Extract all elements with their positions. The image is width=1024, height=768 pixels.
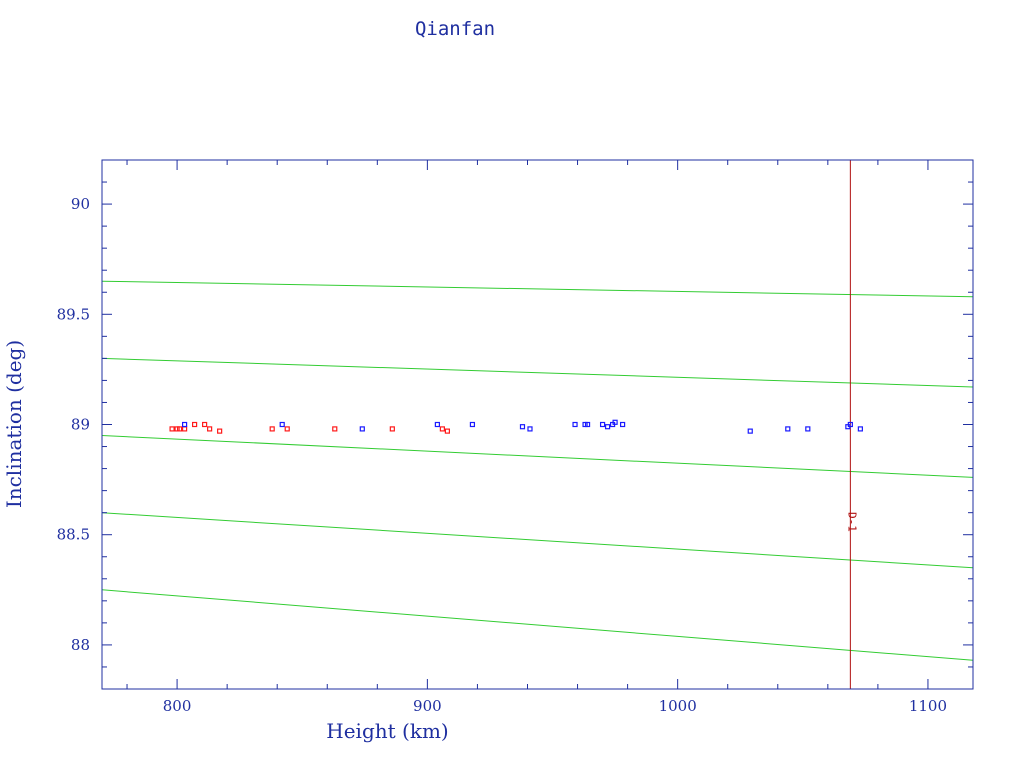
data-point-s2-20 <box>847 421 853 428</box>
data-point-s2-17 <box>785 426 791 432</box>
data-point-s1-12 <box>389 426 395 432</box>
curve-line-4 <box>102 512 973 569</box>
y-tick-label-90: 90 <box>71 195 90 213</box>
y-tick-label-89_5: 89.5 <box>57 305 90 323</box>
plot-frame <box>101 159 974 690</box>
data-point-s1-7 <box>207 426 213 432</box>
data-point-s2-1 <box>181 421 188 428</box>
data-point-s1-11 <box>332 426 338 432</box>
curve-line-1 <box>102 280 973 298</box>
data-point-s1-13 <box>439 426 445 432</box>
data-point-s2-14 <box>612 419 618 425</box>
data-point-s1-9 <box>269 426 275 432</box>
data-point-s2-8 <box>572 421 578 428</box>
x-tick-label-1100: 1100 <box>909 697 947 715</box>
data-point-s1-4 <box>181 426 188 432</box>
data-point-s2-15 <box>619 421 626 428</box>
data-point-s1-3 <box>176 426 183 432</box>
data-point-s2-5 <box>469 421 476 428</box>
curve-line-3 <box>102 435 973 478</box>
vertical-marker-label: D-1 <box>845 512 858 532</box>
data-point-s2-11 <box>599 421 606 428</box>
curve-line-5 <box>102 589 973 661</box>
data-point-s2-4 <box>434 421 440 428</box>
data-point-s1-10 <box>284 426 290 432</box>
y-tick-label-89: 89 <box>71 416 90 434</box>
data-point-s2-21 <box>857 426 863 432</box>
data-point-s1-8 <box>217 428 223 434</box>
data-point-s2-16 <box>747 428 753 434</box>
data-point-s2-18 <box>805 426 811 432</box>
y-tick-label-88: 88 <box>71 636 90 654</box>
data-point-s1-6 <box>202 421 208 428</box>
data-point-s1-1 <box>169 426 175 432</box>
data-point-s2-7 <box>527 426 533 432</box>
data-point-s1-14 <box>444 428 450 434</box>
data-point-s2-10 <box>584 421 591 428</box>
curve-line-2 <box>102 357 973 388</box>
x-axis-label: Height (km) <box>326 719 448 743</box>
data-point-s1-5 <box>192 421 198 428</box>
x-tick-label-900: 900 <box>413 697 442 715</box>
y-axis-label: Inclination (deg) <box>2 340 26 508</box>
data-point-s2-12 <box>604 424 611 430</box>
x-tick-label-800: 800 <box>163 697 192 715</box>
data-point-s2-2 <box>279 421 285 428</box>
y-tick-label-88_5: 88.5 <box>57 526 90 544</box>
data-point-s2-6 <box>519 424 526 430</box>
chart-title: Qianfan <box>414 18 496 40</box>
data-point-s2-3 <box>359 426 365 432</box>
x-tick-label-1000: 1000 <box>659 697 697 715</box>
